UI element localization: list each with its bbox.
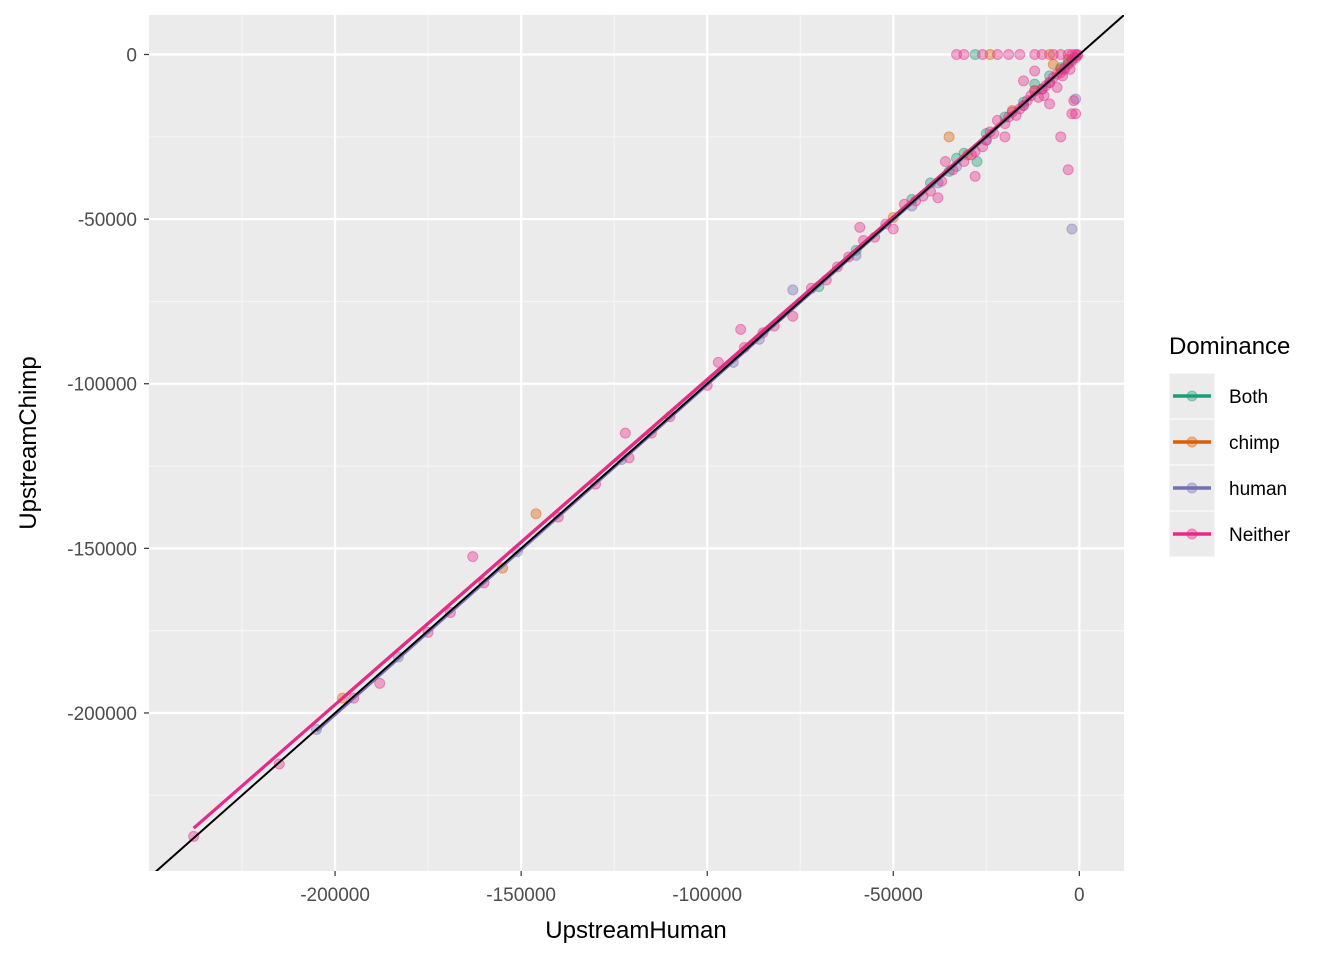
- data-point-human: [1066, 223, 1078, 235]
- x-tick-label: -200000: [300, 885, 370, 906]
- data-point-neither: [932, 192, 944, 204]
- x-axis-title: UpstreamHuman: [545, 917, 726, 944]
- x-tick-label: -150000: [486, 885, 556, 906]
- data-point-neither: [188, 830, 200, 842]
- data-point-chimp: [1047, 58, 1059, 70]
- data-point-neither: [1062, 49, 1074, 61]
- data-point-neither: [1003, 49, 1015, 61]
- y-axis-ticks: 0 -50000 -100000 -150000 -200000: [67, 46, 149, 725]
- data-point-neither: [787, 310, 799, 322]
- data-point-chimp: [530, 508, 542, 520]
- data-point-neither: [1068, 95, 1080, 107]
- data-point-neither: [958, 49, 970, 61]
- data-point-neither: [374, 677, 386, 689]
- legend-label-chimp: chimp: [1229, 433, 1280, 454]
- y-tick-label: 0: [126, 46, 137, 67]
- data-point-neither: [1055, 131, 1067, 143]
- legend: Dominance Both chimp human Neither: [1168, 333, 1291, 558]
- data-point-human: [1070, 93, 1082, 105]
- data-point-neither: [467, 551, 479, 563]
- x-axis-ticks: -200000 -150000 -100000 -50000 0: [300, 871, 1085, 906]
- legend-label-both: Both: [1229, 387, 1268, 408]
- data-point-both: [1029, 78, 1041, 90]
- data-point-neither: [1070, 108, 1082, 120]
- legend-key-point: [1186, 528, 1198, 540]
- data-point-neither: [1029, 65, 1041, 77]
- data-point-chimp: [984, 49, 996, 61]
- data-point-neither: [969, 170, 981, 182]
- minor-gridlines: [149, 15, 1124, 871]
- legend-key-point: [1186, 436, 1198, 448]
- major-gridlines: [149, 15, 1124, 871]
- legend-title: Dominance: [1169, 333, 1290, 360]
- y-tick-label: -100000: [67, 375, 137, 396]
- data-point-neither: [1018, 75, 1030, 87]
- x-tick-label: -50000: [864, 885, 923, 906]
- data-point-neither: [735, 323, 747, 335]
- data-point-neither: [273, 758, 285, 770]
- data-point-neither: [1036, 49, 1048, 61]
- data-point-both: [969, 49, 981, 61]
- legend-label-neither: Neither: [1229, 525, 1291, 546]
- data-point-neither: [1066, 108, 1078, 120]
- data-point-neither: [991, 49, 1003, 61]
- data-point-neither: [1047, 49, 1059, 61]
- y-tick-label: -200000: [67, 704, 137, 725]
- data-point-neither: [999, 131, 1011, 143]
- data-point-neither: [1051, 81, 1063, 93]
- y-axis-title: UpstreamChimp: [15, 356, 42, 529]
- x-tick-label: 0: [1074, 885, 1085, 906]
- data-point-neither: [951, 49, 963, 61]
- data-point-neither: [1038, 90, 1050, 102]
- y-tick-label: -150000: [67, 539, 137, 560]
- data-point-neither: [887, 223, 899, 235]
- data-point-neither: [977, 49, 989, 61]
- data-point-neither: [1044, 98, 1056, 110]
- data-point-human: [787, 284, 799, 296]
- data-point-neither: [712, 356, 724, 368]
- data-point-neither: [1029, 49, 1041, 61]
- legend-key-point: [1186, 482, 1198, 494]
- data-point-neither: [854, 221, 866, 233]
- data-point-neither: [619, 427, 631, 439]
- reference-line: [154, 15, 1124, 871]
- data-point-neither: [1055, 49, 1067, 61]
- data-point-neither: [1062, 164, 1074, 176]
- fit-line-neither: [192, 53, 1081, 830]
- x-tick-label: -100000: [672, 885, 742, 906]
- data-point-chimp: [1044, 49, 1056, 61]
- data-point-chimp: [943, 131, 955, 143]
- legend-key-point: [1186, 390, 1198, 402]
- data-point-both: [971, 156, 983, 168]
- data-point-neither: [1014, 49, 1026, 61]
- data-point-neither: [939, 156, 951, 168]
- legend-label-human: human: [1229, 479, 1287, 500]
- y-tick-label: -50000: [78, 210, 137, 231]
- identity-line: [154, 15, 1124, 871]
